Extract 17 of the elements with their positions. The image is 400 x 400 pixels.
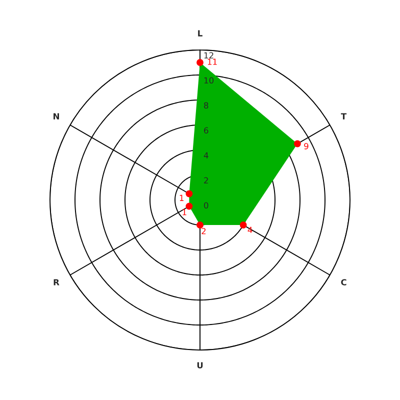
y-tick-label: 8 — [204, 102, 208, 109]
y-tick-label: 10 — [204, 77, 214, 84]
data-label: 11 — [208, 58, 217, 65]
y-tick-label: 0 — [204, 202, 208, 209]
y-tick-label: 4 — [204, 152, 208, 158]
y-tick-label: 6 — [204, 127, 208, 134]
spoke-label: R — [54, 279, 60, 286]
spoke-label: U — [197, 362, 203, 368]
data-label: 1 — [182, 209, 186, 216]
data-label: 1 — [180, 194, 184, 201]
spoke-label: L — [198, 30, 202, 36]
y-tick-label: 12 — [204, 52, 214, 58]
data-label: 9 — [304, 143, 308, 150]
y-tick-label: 2 — [204, 177, 208, 184]
spoke-label: N — [54, 113, 59, 120]
spoke-label: T — [340, 113, 347, 120]
spoke-label: C — [341, 279, 346, 286]
